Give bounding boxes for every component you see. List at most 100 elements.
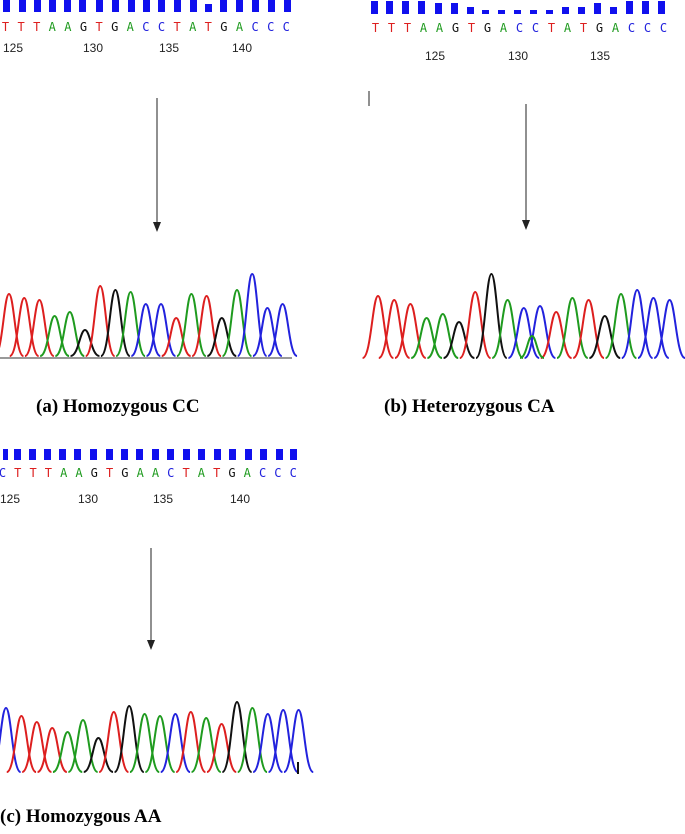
caption-a: (a) Homozygous CC (36, 396, 200, 417)
base-letter: C (267, 20, 275, 34)
arrow-down-icon (147, 548, 155, 650)
trace-peak (98, 710, 130, 773)
trace-peak (236, 706, 269, 773)
trace-peak (205, 722, 238, 773)
base-letter: T (33, 20, 41, 34)
caption-c: (c) Homozygous AA (0, 806, 162, 827)
trace-peak (507, 306, 540, 359)
trace-peak (52, 730, 83, 773)
base-letter: G (121, 466, 129, 480)
chromatogram-a (0, 272, 298, 359)
trace-peak (8, 296, 40, 357)
trace-peak (588, 314, 621, 359)
position-label-125-b: 125 (425, 49, 446, 63)
base-letter: C (167, 466, 175, 480)
trace-peak (282, 708, 315, 773)
base-letter: C (251, 20, 259, 34)
trace-peak (39, 314, 70, 357)
trace-peak (653, 298, 685, 359)
trace-peak (377, 298, 411, 359)
base-letter: G (451, 21, 460, 35)
trace-peak (620, 288, 654, 359)
trace-peak (191, 294, 223, 357)
base-letter: A (197, 466, 205, 480)
base-letter: T (204, 20, 212, 34)
base-letter: A (60, 466, 68, 480)
position-label-125-a: 125 (3, 41, 24, 55)
base-letter: T (1, 20, 10, 34)
trace-peak (410, 316, 443, 359)
trace-peak (37, 726, 68, 773)
base-letter: A (499, 21, 508, 35)
trace-peak (67, 718, 99, 773)
trace-peak (206, 316, 237, 357)
trace-peak (113, 704, 145, 773)
position-label-135-b: 135 (590, 49, 611, 63)
base-letter: T (371, 21, 380, 35)
base-letter: T (14, 466, 22, 480)
base-letter: T (547, 21, 556, 35)
trace-peak (267, 708, 299, 773)
base-letter: A (419, 21, 428, 35)
base-letter: A (563, 21, 572, 35)
trace-peak (0, 706, 22, 773)
base-letter: A (189, 20, 197, 34)
base-letter: G (111, 20, 119, 34)
trace-peak (21, 720, 53, 773)
base-letter: A (64, 20, 72, 34)
trace-peak (443, 320, 475, 359)
base-letter: G (483, 21, 492, 35)
position-label-135-c: 135 (153, 492, 174, 506)
trace-peak (54, 310, 85, 357)
trace-peak (524, 304, 556, 359)
trace-peak (267, 302, 298, 357)
base-letter: C (643, 21, 652, 35)
trace-peak (394, 302, 427, 359)
trace-peak (252, 712, 284, 773)
base-letter: C (515, 21, 524, 35)
trace-peak (145, 302, 177, 357)
base-letter: C (142, 20, 150, 34)
position-label-140-a: 140 (232, 41, 253, 55)
base-letter: C (289, 466, 297, 480)
base-letter: T (387, 21, 396, 35)
position-label-140-c: 140 (230, 492, 251, 506)
chromatogram-c (0, 700, 315, 774)
base-letter: A (126, 20, 134, 34)
trace-peak (604, 292, 638, 359)
trace-peak (540, 310, 573, 359)
base-letter: T (579, 21, 588, 35)
base-letter: A (243, 466, 251, 480)
base-letter: C (0, 466, 7, 480)
trace-peak (83, 736, 114, 773)
base-letter: C (274, 466, 282, 480)
base-letter: T (173, 20, 181, 34)
base-letter: C (659, 21, 668, 35)
base-letter: C (157, 20, 166, 34)
base-letter: T (213, 466, 221, 480)
trace-peak (361, 294, 395, 359)
trace-peak (491, 298, 524, 359)
chromatogram-b (361, 272, 685, 359)
position-label-135-a: 135 (159, 41, 180, 55)
trace-peak (637, 296, 670, 359)
position-label-130-b: 130 (508, 49, 529, 63)
base-letter: A (611, 21, 620, 35)
base-letter: A (48, 20, 56, 34)
base-letter: T (105, 466, 114, 480)
trace-peak (159, 712, 192, 773)
trace-peak (458, 290, 492, 359)
trace-peak (115, 290, 147, 357)
base-letter: T (95, 20, 103, 34)
trace-peak (475, 272, 508, 359)
base-letter: T (182, 466, 190, 480)
base-letter: C (531, 21, 540, 35)
base-letter: A (435, 21, 444, 35)
trace-peak (5, 714, 38, 773)
base-letter: T (29, 466, 37, 480)
base-letter: T (403, 21, 412, 35)
trace-peak (190, 716, 222, 773)
base-letter: C (282, 20, 290, 34)
quality-bars-b (368, 0, 685, 15)
base-letter: T (17, 20, 25, 34)
